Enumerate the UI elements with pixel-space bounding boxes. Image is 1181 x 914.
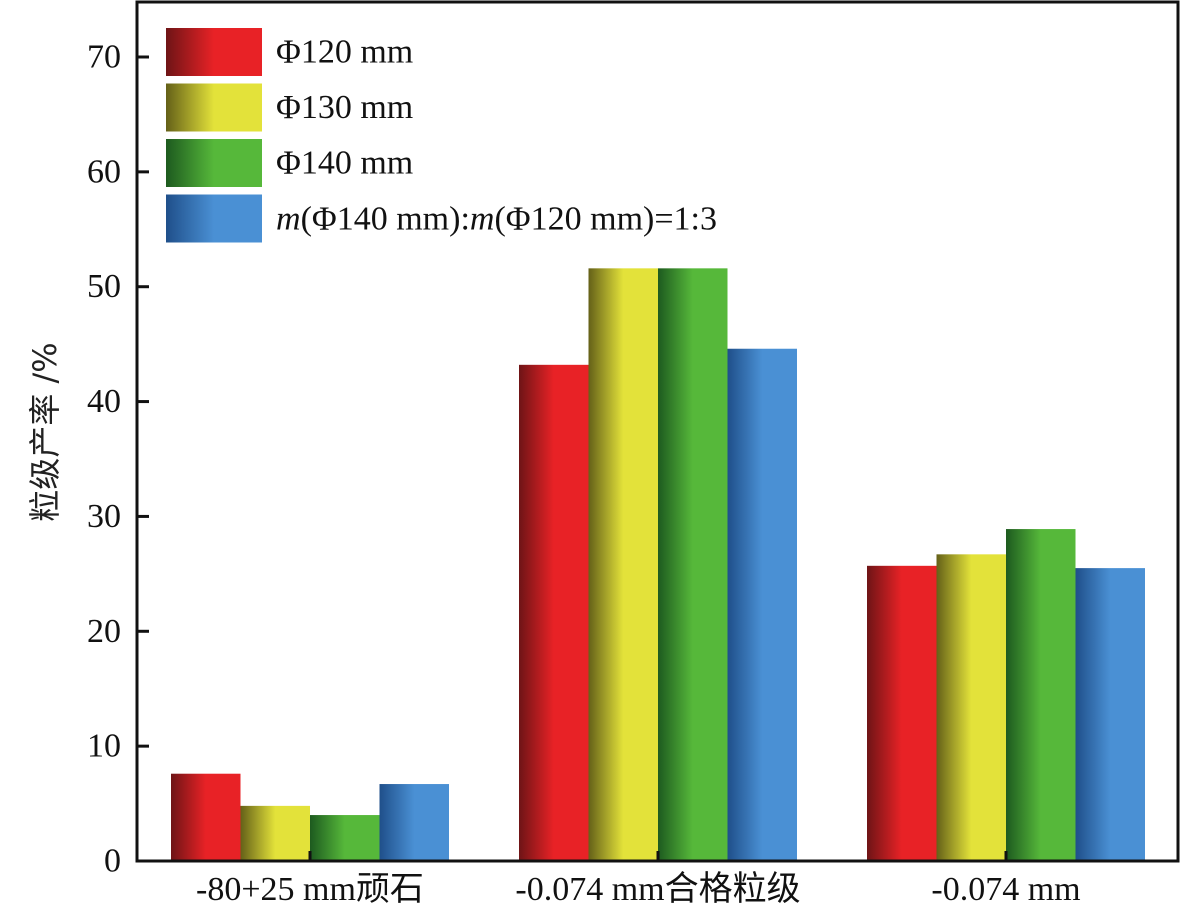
legend-label: m(Φ140 mm):m(Φ120 mm)=1:3 — [276, 200, 717, 237]
x-category-label: -80+25 mm顽石 — [196, 871, 424, 908]
bar-3-category-2 — [658, 268, 728, 861]
legend-swatch — [166, 139, 262, 187]
legend-swatch — [166, 194, 262, 243]
y-tick-label: 40 — [87, 383, 121, 420]
y-tick-label: 10 — [87, 728, 121, 765]
y-tick-label: 70 — [87, 39, 121, 76]
y-tick-label: 20 — [87, 613, 121, 650]
bar-4-category-2 — [727, 348, 797, 861]
x-axis: -80+25 mm顽石 -0.074 mm合格粒级 -0.074 mm — [196, 851, 1081, 908]
bar-1-category-2 — [519, 364, 589, 861]
bar-2-category-3 — [936, 554, 1006, 861]
legend-label: Φ120 mm — [276, 34, 413, 71]
y-axis: 0 10 20 30 40 50 60 70 — [87, 39, 149, 880]
y-tick-label: 50 — [87, 268, 121, 305]
bar-4-category-3 — [1075, 568, 1145, 861]
legend-swatch — [166, 83, 262, 132]
bar-2-category-1 — [240, 805, 310, 861]
y-tick-label: 60 — [87, 153, 121, 190]
bar-1-category-3 — [867, 565, 937, 861]
x-category-label: -0.074 mm合格粒级 — [515, 870, 800, 908]
y-axis-label: 粒级产率 /% — [26, 342, 64, 521]
bar-1-category-1 — [171, 773, 241, 861]
bar-2-category-2 — [588, 268, 658, 861]
legend-label: Φ130 mm — [276, 89, 413, 126]
bars-layer — [171, 268, 1145, 861]
y-tick-label: 0 — [104, 843, 121, 880]
legend: Φ120 mm Φ130 mm Φ140 mm m(Φ140 mm):m(Φ120 m… — [166, 28, 717, 243]
y-tick-label: 30 — [87, 498, 121, 535]
bar-4-category-1 — [379, 784, 449, 861]
legend-swatch — [166, 28, 262, 76]
bar-3-category-3 — [1006, 529, 1076, 861]
x-category-label: -0.074 mm — [931, 871, 1080, 908]
legend-label: Φ140 mm — [276, 145, 413, 182]
bar-3-category-1 — [310, 815, 380, 861]
